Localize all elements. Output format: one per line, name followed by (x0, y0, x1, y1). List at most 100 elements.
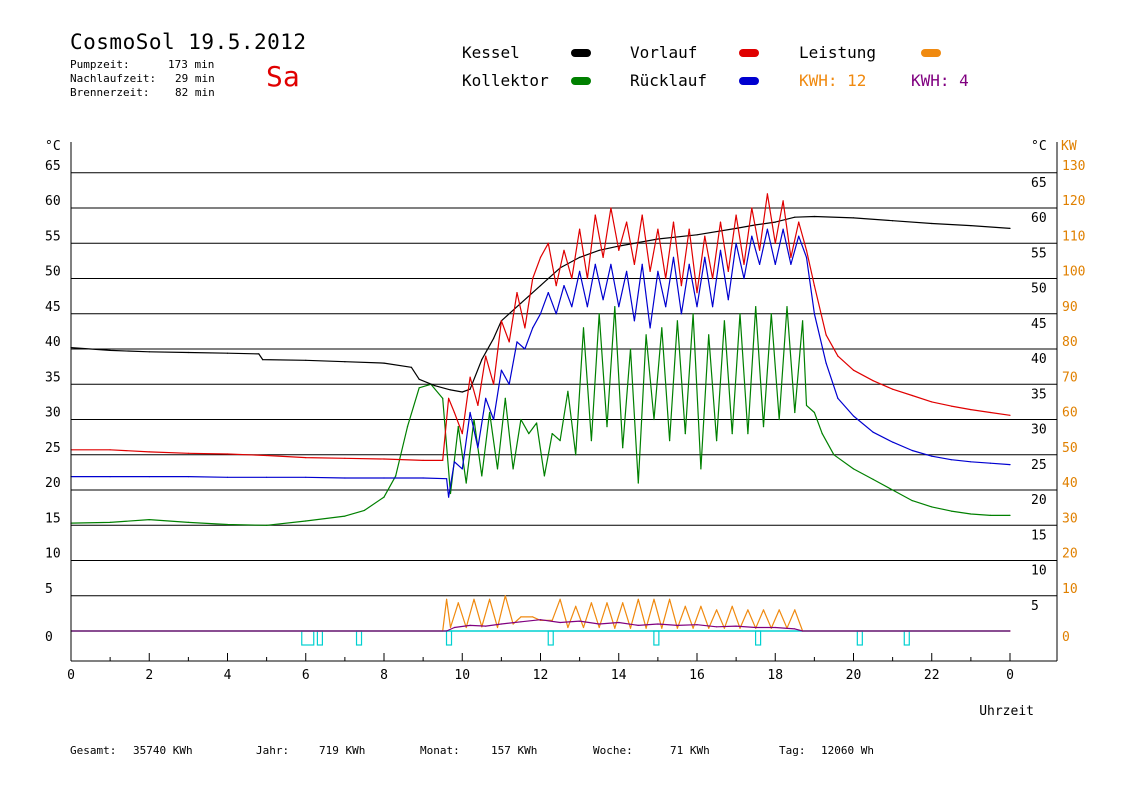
data-point-vorlauf-56 (798, 221, 800, 223)
data-point-ruecklauf-21 (524, 348, 526, 350)
data-point-ruecklauf-6 (305, 476, 307, 478)
data-point-kollektor-1 (109, 521, 111, 524)
data-point-leistung-27 (645, 627, 647, 629)
data-point-leistung-32 (684, 605, 686, 607)
data-point-kollektor-45 (684, 433, 686, 435)
data-point-ruecklauf-34 (626, 270, 628, 272)
data-point-kessel-2 (148, 351, 150, 353)
y-tick-label-left-8: 40 (45, 335, 61, 350)
data-point-ruecklauf-26 (563, 285, 565, 287)
stat-label-pumpzeit: Pumpzeit: (70, 58, 130, 71)
data-point-vorlauf-7 (344, 457, 346, 459)
data-point-kessel-22 (579, 256, 581, 258)
data-point-leistung-31 (676, 627, 679, 629)
y-tick-label-right-8: 45 (1031, 317, 1047, 332)
legend-kollektor-swatch (571, 77, 591, 85)
data-point-vorlauf-64 (911, 394, 913, 397)
pump-marker-1 (316, 630, 323, 646)
data-point-vorlauf-16 (485, 355, 487, 357)
x-tick-label-12: 0 (1006, 668, 1014, 683)
data-point-kollektor-10 (395, 475, 397, 477)
data-point-kessel-35 (970, 225, 972, 227)
data-point-leistung-3 (449, 626, 452, 629)
data-point-kollektor-37 (622, 447, 624, 449)
data-point-kollektor-29 (559, 440, 561, 442)
data-point-ruecklauf-11 (448, 496, 450, 498)
data-point-leistung-24 (622, 602, 624, 604)
pump-marker-2 (355, 630, 363, 646)
data-point-kwh-6 (520, 621, 522, 623)
data-point-vorlauf-20 (516, 292, 518, 294)
y-tick-label-kw-2: 20 (1062, 547, 1078, 562)
data-point-kwh-11 (618, 621, 620, 624)
data-point-ruecklauf-32 (610, 263, 612, 265)
legend-vorlauf-label: Vorlauf (630, 43, 698, 62)
data-point-leistung-34 (700, 605, 702, 607)
stat-value-pumpzeit: 173 min (168, 58, 215, 71)
data-point-vorlauf-17 (493, 383, 495, 385)
data-point-vorlauf-35 (633, 263, 636, 265)
data-point-ruecklauf-2 (148, 476, 150, 478)
x-tick-label-8: 16 (689, 668, 705, 683)
data-point-kollektor-73 (1009, 514, 1011, 517)
data-point-kwh-21 (802, 630, 804, 632)
x-tick-label-7: 14 (611, 668, 627, 683)
data-point-vorlauf-27 (571, 277, 573, 280)
series-line-kollektor (70, 306, 1010, 526)
x-tick-label-4: 8 (380, 668, 388, 683)
data-point-vorlauf-44 (704, 235, 706, 237)
data-point-kollektor-16 (457, 426, 459, 428)
data-point-vorlauf-39 (665, 277, 667, 280)
data-point-kollektor-41 (653, 418, 655, 421)
data-point-kollektor-32 (582, 327, 585, 329)
data-point-vorlauf-9 (422, 459, 424, 461)
data-point-vorlauf-29 (586, 277, 589, 280)
data-point-leistung-40 (747, 609, 749, 611)
y-tick-label-kw-8: 80 (1062, 335, 1078, 350)
data-point-vorlauf-25 (555, 285, 557, 287)
footer-woche-value: 71 KWh (670, 744, 710, 757)
y-tick-label-left-4: 20 (45, 476, 61, 491)
legend-vorlauf-swatch (739, 49, 759, 57)
data-point-kollektor-71 (970, 513, 972, 515)
data-point-vorlauf-49 (743, 263, 745, 265)
data-point-leistung-22 (606, 602, 608, 604)
data-point-ruecklauf-9 (422, 477, 424, 479)
data-point-leistung-16 (559, 598, 561, 600)
data-point-kwh-16 (716, 626, 718, 628)
data-point-vorlauf-3 (187, 452, 189, 454)
series-line-kwh (71, 619, 1010, 632)
data-point-ruecklauf-38 (657, 270, 659, 272)
data-point-kwh-8 (559, 621, 561, 624)
data-point-kessel-19 (520, 302, 522, 304)
data-point-vorlauf-60 (837, 355, 839, 357)
data-point-ruecklauf-13 (461, 468, 463, 470)
data-point-ruecklauf-35 (633, 320, 636, 322)
legend-leistung-swatch (921, 49, 941, 57)
data-point-kollektor-42 (661, 327, 663, 329)
data-point-kwh-22 (1009, 630, 1011, 632)
data-point-ruecklauf-17 (493, 418, 495, 421)
data-point-kollektor-23 (512, 468, 514, 470)
data-point-kollektor-38 (629, 348, 632, 350)
data-point-ruecklauf-53 (774, 263, 776, 265)
legend-leistung-label: Leistung (799, 43, 877, 62)
data-point-vorlauf-26 (563, 249, 565, 251)
data-point-leistung-18 (575, 605, 577, 607)
data-point-kessel-10 (410, 366, 412, 368)
data-point-ruecklauf-69 (1009, 464, 1011, 466)
y-tick-label-left-7: 35 (45, 370, 61, 385)
series-line-ruecklauf (71, 228, 1011, 498)
data-point-ruecklauf-31 (602, 299, 604, 301)
data-point-kwh-14 (676, 624, 679, 627)
stat-value-brennerzeit: 82 min (175, 86, 215, 99)
data-point-vorlauf-38 (657, 228, 659, 230)
data-point-vorlauf-23 (539, 256, 542, 258)
pump-marker-8 (903, 630, 910, 646)
data-point-kwh-13 (657, 623, 659, 625)
data-point-ruecklauf-4 (226, 476, 229, 478)
y-tick-label-kw-5: 50 (1062, 441, 1078, 456)
data-point-leistung-44 (778, 609, 780, 611)
data-point-vorlauf-28 (579, 228, 581, 230)
